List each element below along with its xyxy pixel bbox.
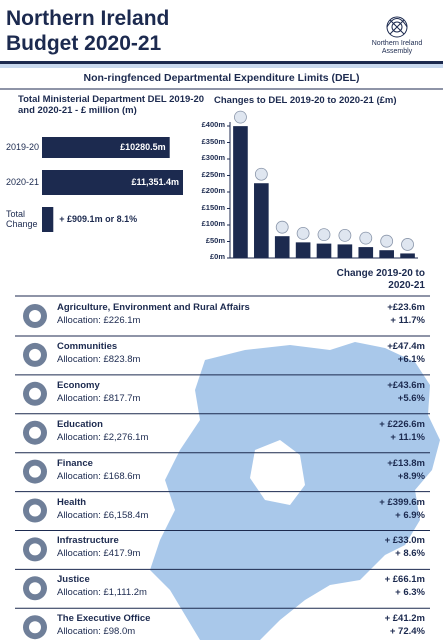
department-icon-inner xyxy=(29,582,41,595)
department-name: The Executive Office xyxy=(57,613,151,625)
department-allocation: Allocation: £226.1m xyxy=(57,315,141,326)
department-change: + £226.6m xyxy=(379,418,425,430)
category-label: 2020-21 xyxy=(6,176,40,187)
department-change: + £33.0m xyxy=(384,535,425,547)
lough xyxy=(250,440,305,505)
department-allocation: Allocation: £6,158.4m xyxy=(57,509,149,521)
y-tick-label: £300m xyxy=(201,153,225,162)
bar xyxy=(274,236,290,258)
logo-text: Northern Ireland Assembly xyxy=(371,40,423,56)
bar-icon xyxy=(275,220,289,234)
logo xyxy=(386,16,408,38)
department-name: Education xyxy=(57,418,103,430)
department-icon-inner xyxy=(29,543,41,556)
y-tick-label: £250m xyxy=(201,169,225,179)
department-icon-inner xyxy=(29,504,41,517)
bar-icon xyxy=(234,110,247,124)
y-tick-label: £50m xyxy=(205,235,225,245)
department-name: Health xyxy=(57,496,87,508)
y-tick-label: £0m xyxy=(209,252,225,261)
bar xyxy=(233,126,248,259)
department-change: +£23.6m xyxy=(387,302,425,313)
department-change: +£47.4m xyxy=(387,340,425,352)
department-icon-inner xyxy=(29,465,41,478)
category-label: Total Change xyxy=(6,208,38,229)
department-name: Communities xyxy=(57,340,118,352)
bar-icon xyxy=(401,238,414,251)
department-change-pct: + 6.9% xyxy=(395,509,425,521)
department-change: + £399.6m xyxy=(379,496,425,508)
category-label: 2019-20 xyxy=(6,141,40,152)
department-change: +£13.8m xyxy=(387,457,425,469)
y-tick-label: £100m xyxy=(201,219,225,228)
department-icon-inner xyxy=(29,310,41,322)
department-change-pct: + 6.3% xyxy=(395,587,425,599)
bar xyxy=(379,250,394,258)
bar xyxy=(42,137,170,158)
bar-icon xyxy=(317,228,331,242)
department-icon-inner xyxy=(29,621,41,634)
department-name: Economy xyxy=(57,379,100,391)
department-name: Agriculture, Environment and Rural Affai… xyxy=(57,302,250,313)
bar xyxy=(254,183,269,258)
department-allocation: Allocation: £417.9m xyxy=(57,548,141,560)
value-label: £10280.5m xyxy=(120,141,166,152)
department-icon-inner xyxy=(29,348,41,361)
bar xyxy=(42,170,183,195)
department-allocation: Allocation: £1,111.2m xyxy=(57,587,147,599)
department-change-pct: + 72.4% xyxy=(389,626,425,638)
department-change-pct: + 8.6% xyxy=(395,548,425,560)
chart-title: Total Ministerial Department DEL 2019-20… xyxy=(18,94,205,116)
department-allocation: Allocation: £823.8m xyxy=(57,353,141,365)
department-name: Infrastructure xyxy=(57,535,119,547)
department-change: + £41.2m xyxy=(384,613,425,625)
department-allocation: Allocation: £817.7m xyxy=(57,392,141,404)
bar xyxy=(316,243,332,258)
department-name: Justice xyxy=(57,574,90,586)
department-change-pct: + 11.7% xyxy=(390,315,425,326)
bar xyxy=(42,207,54,232)
department-change: +£43.6m xyxy=(387,379,425,391)
chart-title: Changes to DEL 2019-20 to 2020-21 (£m) xyxy=(214,95,397,106)
bar xyxy=(337,244,353,258)
header-band xyxy=(0,64,443,68)
bar-icon xyxy=(380,234,394,248)
bar-icon xyxy=(254,167,268,181)
y-tick-label: £150m xyxy=(201,202,225,212)
bar-icon xyxy=(296,226,310,240)
department-change-pct: +8.9% xyxy=(397,470,425,482)
department-icon-inner xyxy=(29,426,41,439)
department-change-pct: +6.1% xyxy=(397,353,425,365)
department-allocation: Allocation: £168.6m xyxy=(57,470,141,482)
department-change-pct: +5.6% xyxy=(397,392,425,404)
department-allocation: Allocation: £2,276.1m xyxy=(57,431,149,443)
title: Northern Ireland Budget 2020-21 xyxy=(6,7,170,55)
y-tick-label: £350m xyxy=(201,136,225,146)
department-icon-inner xyxy=(29,387,41,400)
y-tick-label: £200m xyxy=(201,186,225,195)
bar xyxy=(358,247,374,258)
y-tick-label: £400m xyxy=(201,120,225,129)
value-label: £11,351.4m xyxy=(131,176,179,187)
department-name: Finance xyxy=(57,457,93,469)
bar xyxy=(295,242,311,258)
department-allocation: Allocation: £98.0m xyxy=(57,626,136,638)
bar-icon xyxy=(338,229,352,242)
bar-icon xyxy=(359,231,373,245)
header-rule xyxy=(0,61,443,64)
bar xyxy=(400,253,415,258)
value-label: + £909.1m or 8.1% xyxy=(59,213,138,224)
list-header: Change 2019-20 to 2020-21 xyxy=(336,268,425,291)
department-change-pct: + 11.1% xyxy=(390,431,425,443)
subtitle: Non-ringfenced Departmental Expenditure … xyxy=(83,72,360,84)
department-change: + £66.1m xyxy=(384,574,425,586)
